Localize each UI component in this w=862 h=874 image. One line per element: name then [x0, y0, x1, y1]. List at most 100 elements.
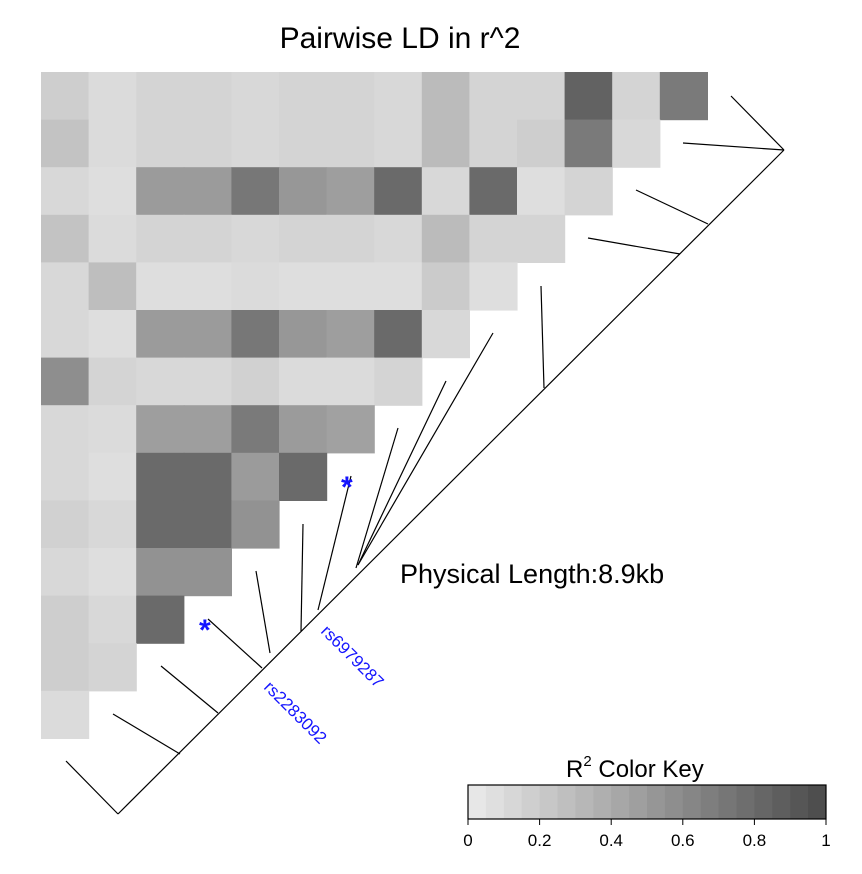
ld-cell — [326, 310, 375, 359]
ld-cell — [231, 214, 280, 263]
snp-position-line — [730, 95, 785, 151]
ld-cell — [136, 262, 185, 311]
ld-cell — [136, 405, 185, 454]
snp-position-line — [540, 285, 545, 389]
color-key-block — [575, 785, 594, 819]
ld-cell — [469, 262, 518, 311]
ld-cell — [183, 72, 232, 121]
ld-cell — [88, 595, 137, 644]
color-key-block — [808, 785, 827, 819]
ld-cell — [612, 72, 661, 121]
ld-cell — [421, 214, 470, 263]
ld-cell — [469, 119, 518, 168]
color-key-block — [664, 785, 684, 819]
color-key-block — [754, 785, 773, 819]
ld-cell — [469, 167, 518, 216]
ld-cell — [88, 405, 137, 454]
color-key-tick-label: 0.4 — [599, 831, 623, 850]
physical-length-label: Physical Length:8.9kb — [400, 559, 664, 589]
ld-cell — [136, 310, 185, 359]
color-key-tick-label: 0.8 — [743, 831, 767, 850]
ld-cell — [326, 119, 375, 168]
ld-cell — [88, 548, 137, 597]
ld-cell — [41, 262, 90, 311]
ld-cell — [326, 405, 375, 454]
ld-cell — [374, 262, 423, 311]
ld-cell — [421, 119, 470, 168]
snp-label-rs6979287: rs6979287 — [317, 621, 387, 691]
color-key-block — [539, 785, 558, 819]
ld-cell — [136, 500, 185, 549]
ld-cell — [279, 262, 328, 311]
ld-cell — [183, 357, 232, 406]
ld-cell — [231, 500, 280, 549]
ld-cell — [88, 357, 137, 406]
physical-position-axis — [117, 149, 785, 815]
ld-cell — [517, 119, 566, 168]
color-key-tick-label: 0 — [463, 831, 472, 850]
color-key-title-r: R — [566, 756, 583, 783]
color-key-bar — [468, 785, 827, 819]
ld-cell — [183, 214, 232, 263]
color-key-border — [467, 784, 827, 820]
snp-position-line — [65, 760, 119, 815]
ld-cell — [279, 357, 328, 406]
snp-position-line — [355, 427, 399, 569]
ld-cell — [183, 310, 232, 359]
ld-cell — [88, 310, 137, 359]
ld-cell — [41, 690, 90, 739]
ld-cell — [183, 548, 232, 597]
ld-cell — [183, 452, 232, 501]
color-key-block — [503, 785, 523, 819]
ld-cell — [88, 500, 137, 549]
color-key-block — [790, 785, 809, 819]
snp-position-line — [357, 332, 494, 566]
ld-cell — [231, 405, 280, 454]
ld-cell — [374, 72, 423, 121]
ld-cell — [41, 643, 90, 692]
ld-cell — [231, 262, 280, 311]
ld-cell — [136, 452, 185, 501]
snp-position-line — [635, 189, 709, 225]
ld-cell — [564, 167, 613, 216]
ld-cell — [231, 72, 280, 121]
ld-cell — [421, 72, 470, 121]
ld-cell — [279, 310, 328, 359]
ld-cell — [183, 262, 232, 311]
ld-cell — [279, 72, 328, 121]
ld-cell — [136, 72, 185, 121]
color-key-ticks: 0 0.2 0.4 0.6 0.8 1 — [463, 819, 831, 850]
ld-cell — [88, 72, 137, 121]
ld-cell — [231, 119, 280, 168]
ld-cell — [88, 643, 137, 692]
ld-cell — [231, 357, 280, 406]
ld-cell — [469, 72, 518, 121]
ld-cell — [469, 214, 518, 263]
ld-cell — [374, 357, 423, 406]
color-key-block — [772, 785, 791, 819]
ld-cell — [183, 119, 232, 168]
ld-cell — [41, 500, 90, 549]
ld-cell — [374, 167, 423, 216]
snp-position-line — [112, 713, 181, 755]
ld-cell — [41, 310, 90, 359]
ld-cell — [279, 452, 328, 501]
snp-marker-star: * — [341, 471, 353, 504]
ld-cell — [279, 119, 328, 168]
ld-cell — [41, 167, 90, 216]
ld-cell — [326, 167, 375, 216]
ld-cell — [41, 405, 90, 454]
ld-cell — [517, 167, 566, 216]
ld-cell — [231, 310, 280, 359]
ld-cell — [136, 119, 185, 168]
snp-position-line — [160, 665, 219, 714]
ld-cell — [517, 72, 566, 121]
color-key-block — [557, 785, 576, 819]
ld-cell — [517, 214, 566, 263]
snp-label-rs2283092: rs2283092 — [260, 677, 330, 747]
snp-position-line — [587, 237, 681, 255]
ld-cell — [41, 119, 90, 168]
snp-marker-star: * — [199, 614, 211, 647]
ld-cell — [612, 119, 661, 168]
